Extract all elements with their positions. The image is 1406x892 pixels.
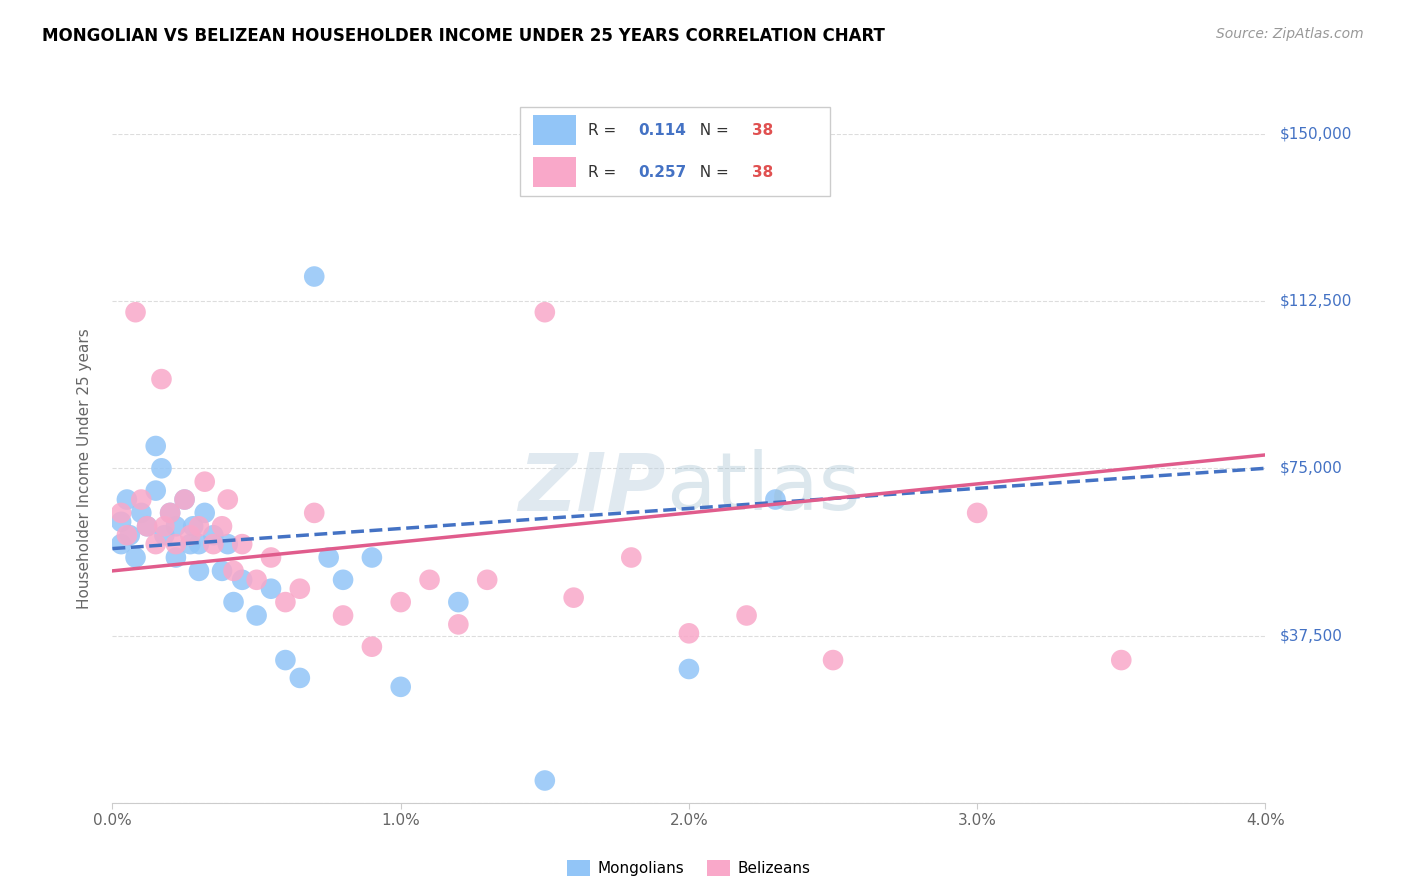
Point: [533, 305, 555, 319]
FancyBboxPatch shape: [533, 157, 576, 187]
Point: [179, 537, 201, 551]
Point: [260, 582, 283, 596]
Point: [173, 492, 195, 507]
Point: [173, 492, 195, 507]
Text: 0.257: 0.257: [638, 165, 686, 179]
Point: [447, 595, 470, 609]
Point: [475, 573, 498, 587]
Point: [115, 492, 138, 507]
Point: [217, 492, 239, 507]
Text: 38: 38: [752, 165, 773, 179]
Text: $112,500: $112,500: [1279, 293, 1351, 309]
Point: [288, 582, 311, 596]
Text: ZIP: ZIP: [519, 450, 666, 527]
Point: [231, 573, 253, 587]
Point: [222, 595, 245, 609]
Point: [159, 506, 181, 520]
Point: [165, 519, 187, 533]
Point: [211, 519, 233, 533]
Point: [188, 537, 211, 551]
Point: [188, 564, 211, 578]
Text: N =: N =: [690, 165, 734, 179]
Point: [332, 573, 354, 587]
Point: [419, 573, 441, 587]
Point: [211, 564, 233, 578]
Point: [136, 519, 159, 533]
Point: [231, 537, 253, 551]
Point: [188, 519, 211, 533]
Point: [966, 506, 988, 520]
Point: [260, 550, 283, 565]
Point: [150, 461, 173, 475]
Point: [765, 492, 787, 507]
Point: [274, 653, 297, 667]
Point: [288, 671, 311, 685]
Point: [318, 550, 340, 565]
Text: $150,000: $150,000: [1279, 127, 1351, 141]
Text: 38: 38: [752, 123, 773, 137]
Point: [153, 519, 176, 533]
Point: [153, 528, 176, 542]
Point: [194, 506, 217, 520]
Point: [620, 550, 643, 565]
Point: [447, 617, 470, 632]
Text: 0.114: 0.114: [638, 123, 686, 137]
Point: [110, 506, 132, 520]
Point: [360, 640, 382, 654]
Point: [150, 372, 173, 386]
Point: [245, 608, 267, 623]
Point: [821, 653, 844, 667]
Point: [165, 550, 187, 565]
Point: [562, 591, 585, 605]
Point: [360, 550, 382, 565]
Point: [389, 595, 412, 609]
Text: $75,000: $75,000: [1279, 461, 1343, 475]
Point: [124, 305, 146, 319]
Point: [202, 537, 225, 551]
Point: [735, 608, 758, 623]
Point: [129, 506, 153, 520]
Point: [678, 626, 700, 640]
Point: [145, 537, 167, 551]
Point: [124, 550, 146, 565]
Point: [304, 269, 326, 284]
Point: [217, 537, 239, 551]
Point: [332, 608, 354, 623]
Point: [389, 680, 412, 694]
Point: [274, 595, 297, 609]
Point: [115, 528, 138, 542]
Point: [181, 519, 204, 533]
Point: [159, 506, 181, 520]
Point: [129, 492, 153, 507]
Point: [304, 506, 326, 520]
FancyBboxPatch shape: [533, 115, 576, 145]
Point: [145, 439, 167, 453]
Point: [110, 515, 132, 529]
Point: [110, 537, 132, 551]
Text: R =: R =: [588, 165, 621, 179]
Text: Source: ZipAtlas.com: Source: ZipAtlas.com: [1216, 27, 1364, 41]
Text: MONGOLIAN VS BELIZEAN HOUSEHOLDER INCOME UNDER 25 YEARS CORRELATION CHART: MONGOLIAN VS BELIZEAN HOUSEHOLDER INCOME…: [42, 27, 884, 45]
Point: [222, 564, 245, 578]
Point: [136, 519, 159, 533]
Text: atlas: atlas: [666, 450, 860, 527]
Text: R =: R =: [588, 123, 621, 137]
Legend: Mongolians, Belizeans: Mongolians, Belizeans: [561, 854, 817, 882]
Point: [533, 773, 555, 788]
Point: [194, 475, 217, 489]
Y-axis label: Householder Income Under 25 years: Householder Income Under 25 years: [77, 328, 91, 608]
Text: N =: N =: [690, 123, 734, 137]
Point: [145, 483, 167, 498]
FancyBboxPatch shape: [520, 107, 830, 196]
Point: [245, 573, 267, 587]
Point: [179, 528, 201, 542]
Point: [202, 528, 225, 542]
Point: [165, 537, 187, 551]
Point: [118, 528, 141, 542]
Text: $37,500: $37,500: [1279, 628, 1343, 643]
Point: [678, 662, 700, 676]
Point: [1111, 653, 1133, 667]
